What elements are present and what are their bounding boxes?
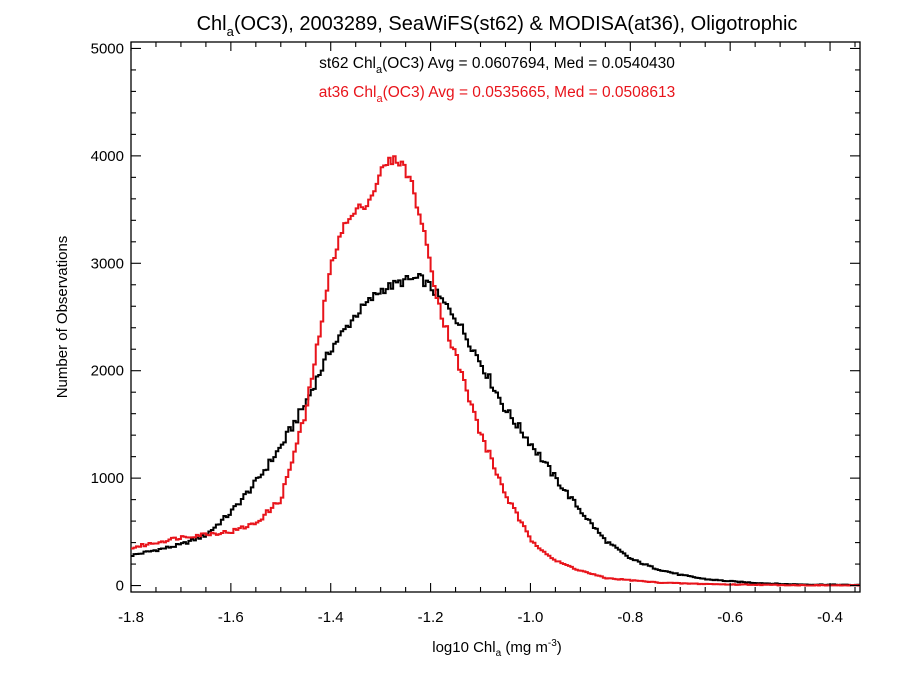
series-line-at36 (131, 155, 860, 587)
y-tick-label: 1000 (91, 470, 124, 487)
chart-title: Chla(OC3), 2003289, SeaWiFS(st62) & MODI… (197, 13, 798, 39)
series-layer (131, 155, 860, 587)
y-axis-label: Number of Observations (54, 236, 71, 399)
x-tick-label: -1.4 (318, 609, 344, 626)
y-tick-label: 2000 (91, 363, 124, 380)
x-tick-label: -1.6 (218, 609, 244, 626)
series-line-st62 (131, 273, 860, 587)
y-tick-label: 5000 (91, 40, 124, 57)
x-tick-label: -0.6 (717, 609, 743, 626)
y-axis-ticks: 0 1000 2000 3000 4000 5000 (91, 40, 860, 595)
x-tick-label: -1.0 (518, 609, 544, 626)
x-tick-label: -0.4 (817, 609, 843, 626)
x-tick-label: -0.8 (617, 609, 643, 626)
x-tick-label: -1.8 (118, 609, 144, 626)
x-axis-label: log10 Chla (mg m-3) (432, 638, 562, 659)
y-tick-label: 3000 (91, 255, 124, 272)
y-tick-label: 4000 (91, 148, 124, 165)
legend-entry-st62: st62 Chla(OC3) Avg = 0.0607694, Med = 0.… (319, 55, 675, 76)
x-tick-label: -1.2 (418, 609, 444, 626)
plot-frame (130, 41, 861, 593)
legend-entry-at36: at36 Chla(OC3) Avg = 0.0535665, Med = 0.… (319, 84, 676, 105)
legend: st62 Chla(OC3) Avg = 0.0607694, Med = 0.… (319, 55, 676, 105)
x-axis-ticks: -1.8 -1.6 -1.4 -1.2 -1.0 -0.8 -0.6 -0.4 (118, 42, 856, 626)
y-tick-label: 0 (116, 578, 124, 595)
chart-title-subscript: a (227, 24, 235, 39)
